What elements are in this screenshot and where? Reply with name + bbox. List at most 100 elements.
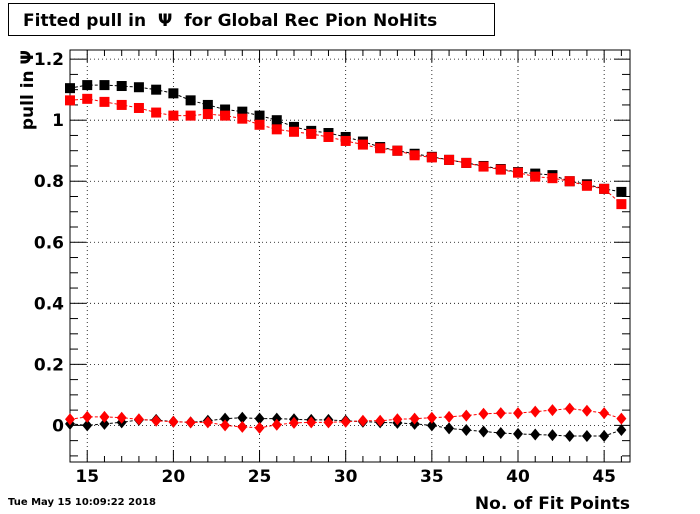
x-tick-label: 35 [420,467,444,487]
data-point-square [530,171,541,182]
y-tick-label: 0.4 [34,294,64,314]
data-point-square [254,110,265,121]
data-point-square [202,99,213,110]
data-point-square [99,80,110,91]
data-point-diamond [271,412,282,425]
data-point-square [185,95,196,106]
data-point-square [461,157,472,168]
data-point-square [357,139,368,150]
data-point-square [564,176,575,187]
data-point-diamond [530,405,541,418]
data-point-diamond [426,419,437,432]
data-point-diamond [82,419,93,432]
data-point-diamond [495,407,506,420]
data-point-diamond [547,429,558,442]
data-point-square [289,126,299,137]
data-point-diamond [185,416,196,429]
data-point-diamond [599,430,610,443]
data-point-diamond [99,410,110,423]
y-tick-label: 1.2 [34,50,64,70]
data-point-square [65,83,75,94]
data-point-diamond [82,410,93,423]
data-point-diamond [444,410,455,423]
plot-frame [69,49,631,463]
data-point-diamond [513,407,523,420]
data-point-square [116,99,127,110]
data-point-square [375,143,386,154]
data-point-diamond [564,402,575,415]
data-point-square [99,96,110,107]
data-point-diamond [220,419,231,432]
data-point-diamond [65,413,75,426]
data-point-square [237,113,248,124]
data-point-diamond [547,404,558,417]
data-point-diamond [237,420,248,433]
data-point-diamond [151,414,162,427]
y-tick-label: 0.6 [34,233,64,253]
data-point-diamond [306,416,317,429]
data-point-square [392,145,403,156]
data-point-square [340,135,351,146]
y-tick-label: 0.2 [34,355,64,375]
x-tick-label: 15 [75,467,99,487]
data-point-diamond [478,425,489,438]
data-point-square [444,154,455,165]
data-point-diamond [289,416,299,429]
data-point-square [237,106,248,117]
data-point-diamond [202,416,213,429]
x-tick-label: 25 [248,467,272,487]
y-tick-label: 0.8 [34,172,64,192]
data-point-diamond [513,427,523,440]
data-point-diamond [271,418,282,431]
data-point-square [426,152,437,163]
data-point-square [547,173,558,184]
data-point-square [168,88,179,99]
data-point-diamond [133,413,144,426]
y-tick-label: 0 [52,416,64,436]
data-point-square [409,150,420,161]
data-point-square [271,115,282,126]
data-point-square [220,110,231,121]
data-point-diamond [409,412,420,425]
series-2 [65,93,627,210]
data-point-diamond [220,412,231,425]
data-point-square [168,110,179,121]
data-point-square [581,180,592,191]
x-tick-label: 40 [506,467,530,487]
data-point-diamond [340,415,351,428]
data-point-diamond [599,407,610,420]
series-4 [65,402,627,434]
x-axis-label: No. of Fit Points [475,494,630,514]
x-tick-label: 45 [592,467,616,487]
data-point-diamond [616,423,627,436]
data-point-diamond [254,421,265,434]
y-tick-label: 1 [52,111,64,131]
data-point-square [306,128,317,139]
data-point-square [151,107,162,118]
timestamp: Tue May 15 10:09:22 2018 [8,497,156,508]
data-point-square [65,95,75,106]
axis-ticks: 15 20 25 30 35 40 45 0 0.2 0.4 0.6 0.8 1 1.2 [34,50,630,487]
data-point-diamond [323,416,334,429]
y-axis-label: pull in Ψ [18,50,38,130]
data-point-diamond [375,414,386,427]
data-point-diamond [478,407,489,420]
data-point-square [185,110,196,121]
data-point-square [495,164,506,175]
data-point-diamond [444,422,455,435]
data-point-square [116,81,127,92]
data-point-diamond [392,413,403,426]
data-point-square [599,183,610,194]
data-point-diamond [564,430,575,443]
data-point-square [82,80,93,91]
data-point-diamond [168,415,179,428]
data-point-diamond [254,412,265,425]
chart-title-box: Fitted pull in Ψ for Global Rec Pion NoH… [8,3,495,36]
data-point-diamond [116,411,127,424]
data-point-diamond [581,430,592,443]
data-point-square [82,93,93,104]
data-point-diamond [461,409,472,422]
data-point-square [220,104,231,115]
data-point-square [202,109,213,120]
